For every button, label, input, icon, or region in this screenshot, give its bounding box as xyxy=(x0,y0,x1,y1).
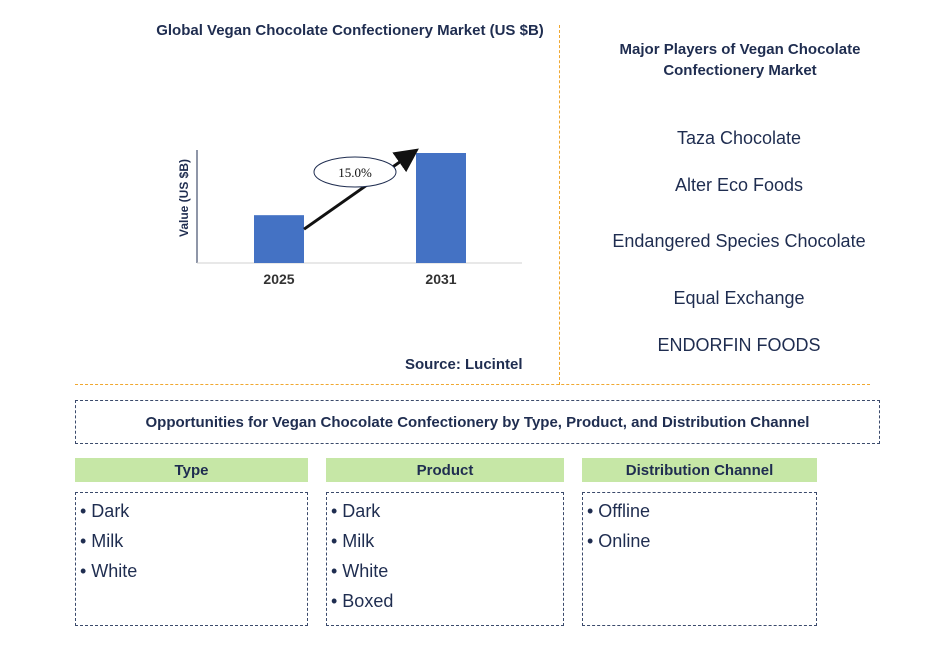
player-item: Endangered Species Chocolate xyxy=(612,231,866,251)
player-item: Equal Exchange xyxy=(673,288,805,308)
player-item: Alter Eco Foods xyxy=(674,175,804,195)
players-title: Major Players of Vegan Chocolate Confect… xyxy=(619,41,861,79)
x-tick-label: 2031 xyxy=(425,271,456,287)
list-item: • Online xyxy=(587,531,651,551)
list-item: • White xyxy=(331,561,389,581)
list-item: • Milk xyxy=(80,531,124,551)
chart-title: Global Vegan Chocolate Confectionery Mar… xyxy=(156,22,544,39)
distribution-channel-header: Distribution Channel xyxy=(582,458,817,482)
bar xyxy=(254,215,304,263)
list-item: • Boxed xyxy=(331,591,394,611)
type-header: Type xyxy=(75,458,308,482)
list-item: • Offline xyxy=(587,501,650,521)
product-list: • Dark • Milk • White • Boxed xyxy=(326,492,564,626)
player-item: ENDORFIN FOODS xyxy=(657,335,821,355)
type-list: • Dark • Milk • White xyxy=(75,492,308,626)
list-item: • Dark xyxy=(80,501,130,521)
list-item: • White xyxy=(80,561,138,581)
opportunities-title: Opportunities for Vegan Chocolate Confec… xyxy=(75,400,880,444)
vertical-divider xyxy=(559,25,560,385)
cagr-label: 15.0% xyxy=(338,165,372,180)
y-axis-label: Value (US $B) xyxy=(177,159,191,237)
horizontal-divider xyxy=(75,384,870,385)
bar xyxy=(416,153,466,263)
growth-arrow xyxy=(303,148,419,231)
cagr-ellipse xyxy=(313,156,397,188)
x-tick-label: 2025 xyxy=(263,271,294,287)
product-header: Product xyxy=(326,458,564,482)
player-item: Taza Chocolate xyxy=(676,128,802,148)
distribution-channel-list: • Offline • Online xyxy=(582,492,817,626)
list-item: • Milk xyxy=(331,531,375,551)
source-label: Source: Lucintel xyxy=(405,356,523,373)
bar-chart: Value (US $B) 2025 2031 15.0% xyxy=(177,148,522,287)
list-item: • Dark xyxy=(331,501,381,521)
